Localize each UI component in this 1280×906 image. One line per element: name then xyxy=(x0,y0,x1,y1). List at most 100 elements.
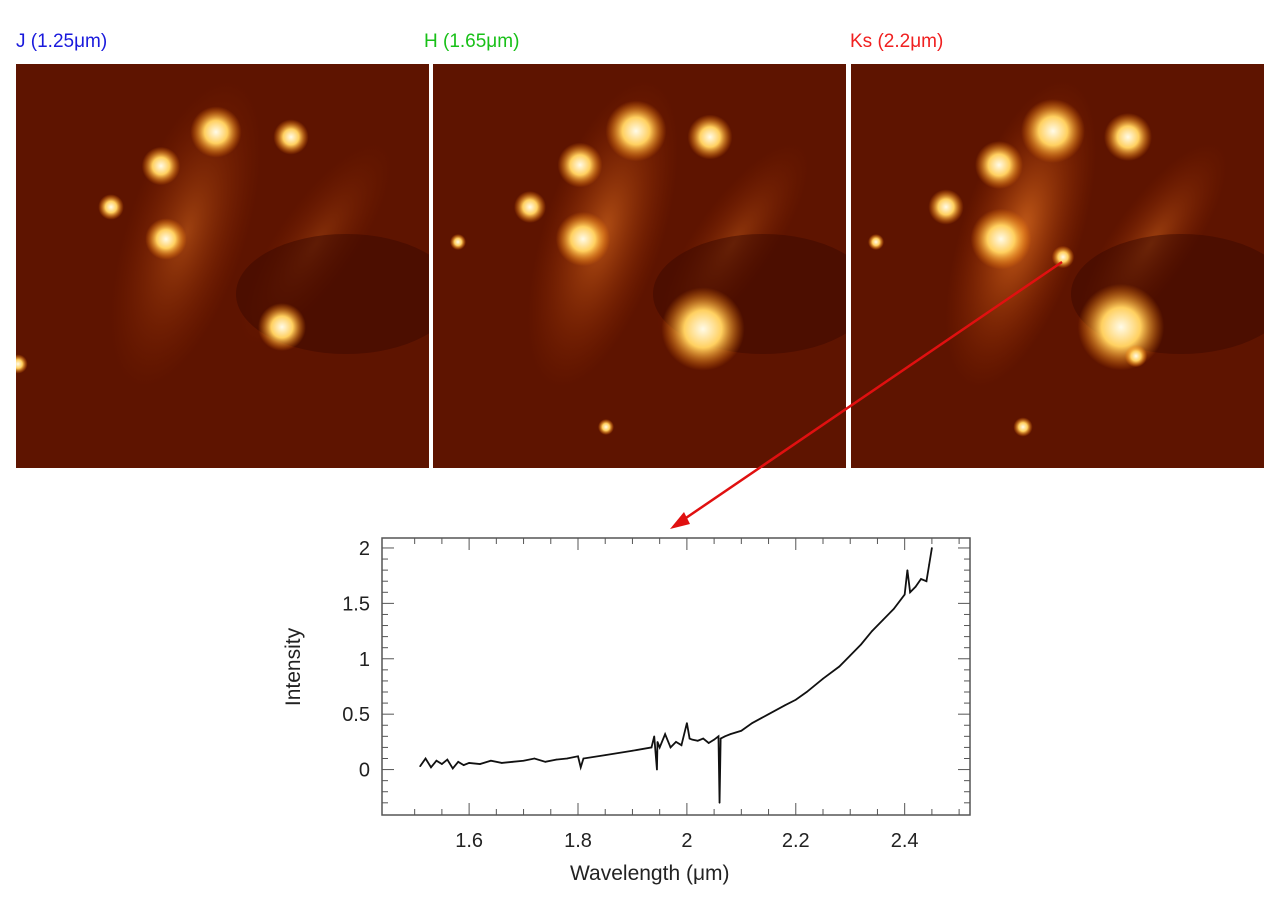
spectrum-point xyxy=(871,630,873,632)
spectrum-point xyxy=(860,643,862,646)
spectrum-point xyxy=(920,578,922,580)
spectrum-point xyxy=(696,739,699,742)
spectrum-point xyxy=(882,619,884,621)
spectrum-point xyxy=(931,547,933,549)
x-tick-label: 2.4 xyxy=(891,830,919,852)
star xyxy=(975,141,1023,189)
x-axis-label: Wavelength (μm) xyxy=(570,862,730,885)
star xyxy=(141,146,181,186)
star xyxy=(928,189,964,225)
spectrum-point xyxy=(914,585,917,588)
star xyxy=(1021,99,1085,163)
panel-label-j: J (1.25μm) xyxy=(16,31,108,52)
spectrum-point xyxy=(751,722,754,724)
spectrum-line xyxy=(419,547,933,803)
spectrum-point xyxy=(675,741,677,743)
spectrum-point xyxy=(718,802,721,804)
spectrum-point xyxy=(424,757,427,760)
star xyxy=(98,194,124,220)
star xyxy=(273,119,309,155)
spectrum-point xyxy=(650,746,653,749)
spectrum-point xyxy=(680,744,683,746)
spectrum-point xyxy=(669,746,672,749)
spectrum-point xyxy=(702,737,705,740)
star xyxy=(970,208,1032,270)
panel-label-h: H (1.65μm) xyxy=(424,31,520,52)
y-axis-label: Intensity xyxy=(282,627,306,707)
spectrum-point xyxy=(784,704,786,707)
x-tick-label: 1.6 xyxy=(455,830,483,852)
spectrum-point xyxy=(691,738,694,741)
spectrum-point xyxy=(707,742,710,744)
spectrum-point xyxy=(462,764,465,766)
spectrum-point xyxy=(805,691,808,693)
image-j-band xyxy=(16,64,429,468)
spectrum-point xyxy=(582,757,585,760)
spectrum-point xyxy=(566,757,568,760)
y-tick-label: 2 xyxy=(359,538,370,560)
spectrum-point xyxy=(544,761,547,763)
spectrum-point xyxy=(656,768,658,771)
spectrum-point xyxy=(909,591,911,594)
spectrum-point xyxy=(555,758,558,761)
spectrum-point xyxy=(838,665,841,668)
spectrum-point xyxy=(446,758,449,761)
spectrum-point xyxy=(906,569,909,571)
star xyxy=(450,234,466,250)
spectrum-point xyxy=(500,762,503,764)
spectrum-point xyxy=(430,766,432,769)
spectrum-point xyxy=(658,746,661,749)
spectrum-point xyxy=(533,757,536,760)
spectrum-point xyxy=(490,759,492,762)
spectrum-point xyxy=(451,767,454,770)
y-tick-label: 0.5 xyxy=(342,704,370,726)
spectrum-point xyxy=(479,763,481,765)
spectrum-point xyxy=(724,735,726,738)
y-tick-label: 1 xyxy=(359,649,370,671)
spectrum-point xyxy=(656,741,659,743)
spectrum-point xyxy=(653,735,656,738)
spectrum-point xyxy=(767,713,770,715)
spectrum-point xyxy=(511,761,514,763)
spectrum-point xyxy=(717,735,720,738)
x-tick-label: 2 xyxy=(681,830,692,852)
spectrum-point xyxy=(468,762,470,764)
spectrum-point xyxy=(928,563,930,566)
x-tick-label: 1.8 xyxy=(564,830,592,852)
star xyxy=(258,303,306,351)
star xyxy=(598,419,614,435)
spectrum-point xyxy=(435,759,438,762)
star xyxy=(687,114,733,160)
spectrum-point xyxy=(686,722,688,724)
spectrum-point xyxy=(892,608,895,610)
spectrum-point xyxy=(719,737,722,740)
panel-label-ks: Ks (2.2μm) xyxy=(850,31,944,52)
spectrum-point xyxy=(713,738,715,741)
spectrum-point xyxy=(925,580,928,583)
spectrum-point xyxy=(522,759,525,762)
star xyxy=(514,191,546,223)
star xyxy=(1124,344,1148,368)
y-tick-label: 0 xyxy=(359,760,370,782)
spectrum-point xyxy=(903,593,906,596)
spectrum-point xyxy=(822,677,824,680)
spectrum-point xyxy=(688,737,691,740)
spectrum-point xyxy=(579,766,582,769)
x-tick-label: 2.2 xyxy=(782,830,810,852)
spectrum-point xyxy=(577,755,579,758)
star xyxy=(145,218,187,260)
spectrum-point xyxy=(729,733,732,735)
spectrum-point xyxy=(631,749,634,752)
spectrum-point xyxy=(441,763,443,765)
spectrum-point xyxy=(740,729,743,732)
spectrum-point xyxy=(604,754,607,756)
star xyxy=(557,142,603,188)
spectrum-point xyxy=(664,733,666,735)
star xyxy=(1104,113,1152,161)
star xyxy=(868,234,884,250)
spectrum-point xyxy=(457,761,460,763)
spectrum-point xyxy=(419,765,421,768)
plot-frame xyxy=(381,537,971,816)
spectrum-point xyxy=(794,698,797,701)
